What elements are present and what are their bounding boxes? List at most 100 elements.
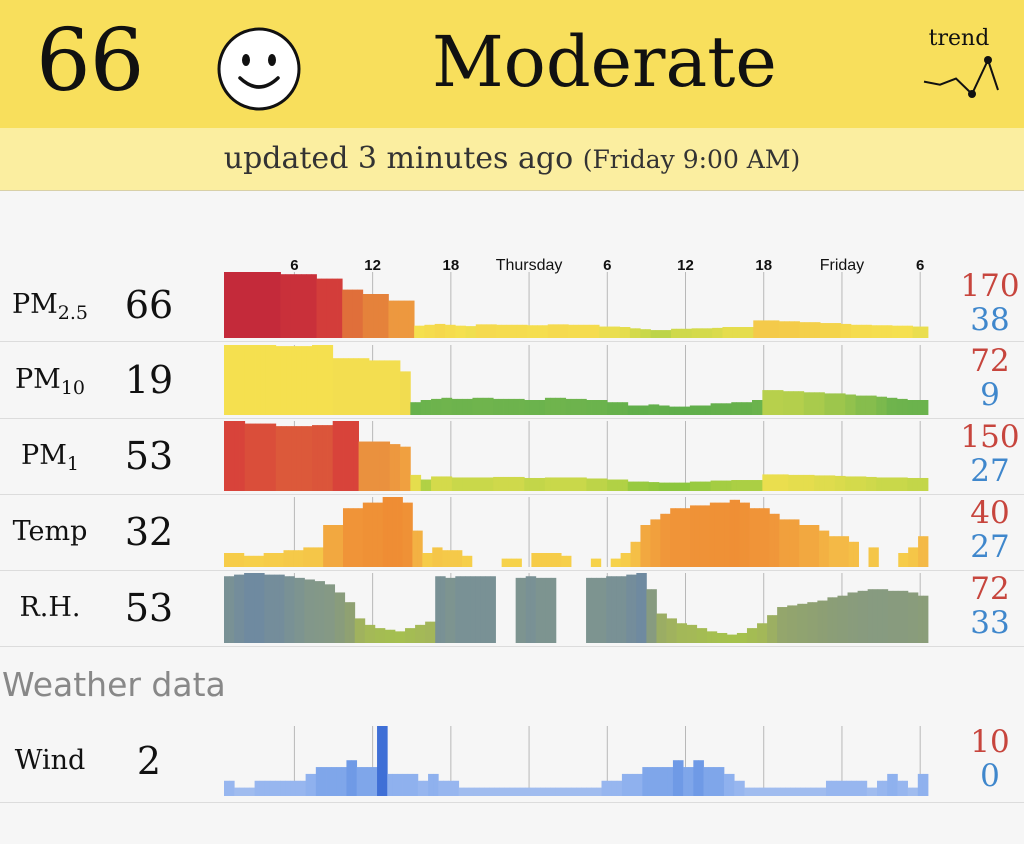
pm10-bar: [907, 400, 913, 415]
pm10-bar: [493, 398, 499, 415]
pm10-bar: [632, 405, 639, 415]
rh-row[interactable]: R.H. 53 72 33: [0, 570, 1024, 647]
temp-bar: [342, 508, 349, 567]
rh-bar: [269, 574, 275, 643]
wind-bar: [642, 767, 648, 796]
trend-sparkline-icon: [923, 56, 999, 98]
pm10-bar: [317, 345, 323, 415]
pm25-row[interactable]: PM2.5 66 170 38: [0, 248, 1024, 342]
pm1-bar: [669, 482, 675, 491]
pm10-bar: [850, 394, 856, 415]
pm10-bar: [808, 392, 815, 415]
pm10-bar: [767, 390, 774, 415]
pm25-bar: [809, 322, 816, 338]
wind-bar: [254, 780, 261, 796]
pm1-bar: [881, 477, 887, 491]
pm10-bar: [576, 398, 582, 415]
temp-row[interactable]: Temp 32 40 27: [0, 494, 1024, 571]
rh-bar: [254, 573, 260, 643]
pm10-bar: [343, 358, 349, 415]
pm10-bar: [550, 397, 556, 415]
wind-bar: [412, 773, 419, 796]
pm25-bar: [373, 294, 379, 338]
wind-bar: [570, 787, 577, 796]
temp-bar: [447, 550, 453, 567]
wind-bar: [489, 787, 495, 796]
temp-bar: [392, 497, 398, 567]
rh-bar: [420, 624, 426, 643]
pm1-bar: [363, 441, 370, 491]
pm10-bar: [420, 400, 427, 415]
pm1-bar: [643, 481, 649, 491]
pm25-bar: [902, 325, 908, 338]
pm25-bar: [563, 324, 569, 338]
pm1-bar: [317, 425, 323, 491]
temp-bar: [541, 553, 547, 567]
pm10-bar: [638, 405, 644, 415]
pm1-bar: [280, 426, 287, 491]
axis-label: 12: [677, 257, 694, 274]
rh-label: R.H.: [0, 590, 100, 626]
wind-row[interactable]: Wind 2 10 0: [0, 722, 1024, 803]
pm10-bar: [270, 345, 277, 415]
axis-label: 6: [603, 257, 611, 274]
rh-bar: [681, 623, 688, 643]
rh-bar: [892, 590, 899, 643]
pm10-bar: [286, 346, 292, 415]
pm10-bar: [400, 371, 406, 415]
temp-bar: [670, 508, 676, 567]
wind-bar: [229, 780, 235, 796]
pm1-bar: [819, 475, 825, 491]
temp-bar: [838, 536, 845, 567]
pm10-current-value: 19: [124, 358, 174, 402]
pm25-bar: [275, 272, 281, 338]
temp-bar: [546, 553, 552, 567]
wind-bar: [346, 760, 352, 796]
wind-bar: [422, 780, 429, 796]
pm10-row[interactable]: PM10 19 72 9: [0, 341, 1024, 419]
pm1-bar: [907, 477, 913, 491]
rh-bar: [455, 576, 461, 643]
rh-bar: [525, 576, 532, 643]
pm25-bar: [301, 274, 307, 338]
pm10-bar: [425, 400, 432, 415]
smiley-face-icon: [217, 27, 301, 111]
pm25-bar: [501, 324, 508, 338]
pm25-bar: [917, 326, 924, 338]
temp-bar: [224, 553, 230, 567]
axis-label: Thursday: [496, 257, 563, 274]
pm25-bar: [614, 326, 621, 338]
rh-bar: [741, 632, 748, 643]
temp-bar: [769, 513, 775, 567]
pm10-chart: [224, 345, 929, 415]
pm10-bar: [224, 345, 230, 415]
pm1-bar: [451, 477, 458, 491]
pm1-bar: [529, 477, 535, 491]
pm25-bar: [794, 321, 800, 338]
wind-bar: [509, 787, 516, 796]
temp-bar: [516, 558, 522, 567]
pm25-bar: [773, 320, 780, 338]
pm10-bar: [368, 360, 375, 415]
rh-bar: [324, 584, 330, 643]
rh-bar: [364, 624, 371, 643]
pm10-bar: [746, 402, 753, 415]
pm25-min-value: 38: [970, 302, 1010, 338]
rh-bar: [641, 573, 647, 643]
wind-bar: [448, 780, 454, 796]
temp-bar: [833, 536, 840, 567]
pm10-label-subscript: 10: [60, 377, 85, 399]
wind-bar: [382, 726, 388, 796]
temp-bar: [640, 525, 646, 567]
rh-bar: [384, 629, 391, 643]
pm10-bar: [353, 358, 359, 415]
wind-bar: [836, 780, 842, 796]
temp-bar: [323, 525, 329, 567]
pm1-bar: [306, 426, 313, 491]
wind-bar: [846, 780, 852, 796]
trend-button[interactable]: trend: [920, 26, 1000, 102]
pm1-row[interactable]: PM1 53 150 27: [0, 418, 1024, 495]
wind-bar: [734, 780, 740, 796]
pm25-bar: [866, 324, 872, 338]
rh-bar: [586, 577, 592, 643]
